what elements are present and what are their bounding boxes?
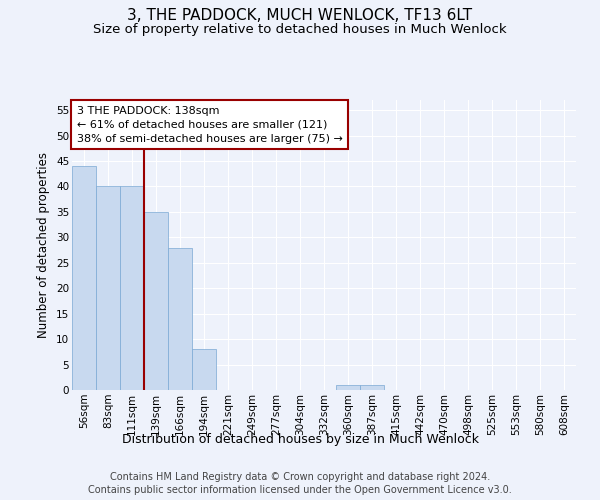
Text: Size of property relative to detached houses in Much Wenlock: Size of property relative to detached ho… (93, 22, 507, 36)
Text: 3 THE PADDOCK: 138sqm
← 61% of detached houses are smaller (121)
38% of semi-det: 3 THE PADDOCK: 138sqm ← 61% of detached … (77, 106, 343, 144)
Text: Distribution of detached houses by size in Much Wenlock: Distribution of detached houses by size … (121, 432, 479, 446)
Text: 3, THE PADDOCK, MUCH WENLOCK, TF13 6LT: 3, THE PADDOCK, MUCH WENLOCK, TF13 6LT (127, 8, 473, 22)
Bar (360, 385, 384, 390)
Bar (192, 350, 216, 390)
Text: Contains public sector information licensed under the Open Government Licence v3: Contains public sector information licen… (88, 485, 512, 495)
Text: Contains HM Land Registry data © Crown copyright and database right 2024.: Contains HM Land Registry data © Crown c… (110, 472, 490, 482)
Bar (120, 186, 144, 390)
Bar (168, 248, 192, 390)
Bar (72, 166, 96, 390)
Bar (144, 212, 168, 390)
Y-axis label: Number of detached properties: Number of detached properties (37, 152, 50, 338)
Bar (96, 186, 120, 390)
Bar (336, 385, 360, 390)
